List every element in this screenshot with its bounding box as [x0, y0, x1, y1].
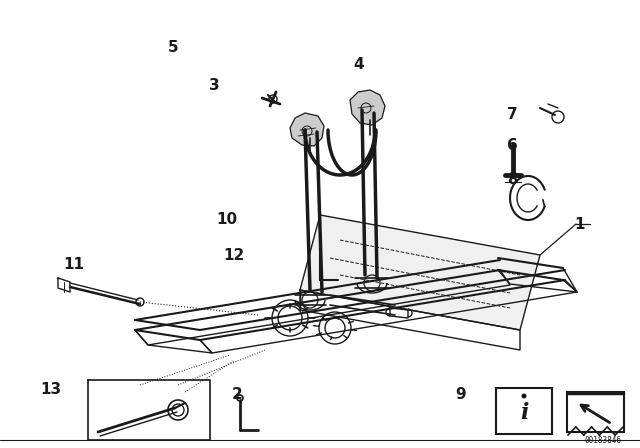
Text: 00183846: 00183846 — [584, 436, 621, 445]
Text: 11: 11 — [63, 257, 84, 272]
Text: 5: 5 — [168, 39, 178, 55]
Text: 1: 1 — [574, 216, 584, 232]
Text: 2: 2 — [232, 387, 242, 402]
Polygon shape — [300, 215, 540, 330]
Circle shape — [522, 393, 527, 399]
Text: 3: 3 — [209, 78, 220, 93]
Polygon shape — [350, 90, 385, 125]
Text: 6: 6 — [507, 138, 517, 153]
FancyBboxPatch shape — [567, 392, 624, 432]
Text: 8: 8 — [507, 172, 517, 187]
Text: i: i — [520, 402, 528, 424]
Text: 9: 9 — [456, 387, 466, 402]
Text: 10: 10 — [216, 212, 238, 227]
FancyBboxPatch shape — [496, 388, 552, 434]
Text: 13: 13 — [40, 382, 62, 397]
Text: 4: 4 — [353, 57, 364, 73]
Polygon shape — [290, 113, 324, 146]
Text: 12: 12 — [223, 248, 244, 263]
Text: 7: 7 — [507, 107, 517, 122]
